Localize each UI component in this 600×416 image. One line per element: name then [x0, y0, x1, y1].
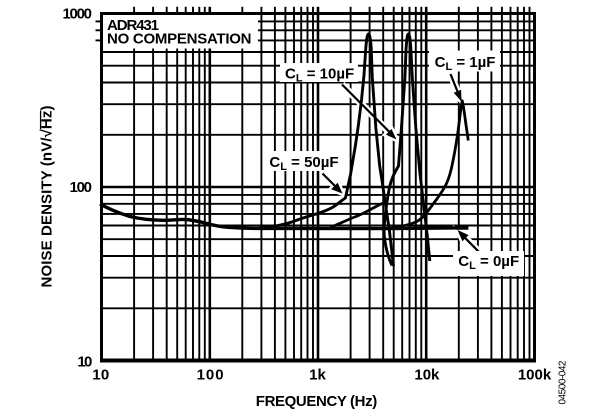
svg-text:10: 10 [77, 353, 92, 370]
svg-text:CL = 50µF: CL = 50µF [269, 154, 338, 173]
svg-text:10k: 10k [414, 366, 440, 383]
svg-text:NOISE DENSITY (nV/√Hz): NOISE DENSITY (nV/√Hz) [39, 106, 56, 288]
svg-text:CL = 0µF: CL = 0µF [458, 253, 519, 272]
svg-text:1000: 1000 [63, 6, 93, 23]
svg-text:1k: 1k [309, 366, 326, 383]
svg-text:100: 100 [197, 366, 224, 383]
svg-text:04500-042: 04500-042 [558, 360, 569, 404]
svg-text:100k: 100k [518, 366, 552, 383]
svg-text:CL = 10µF: CL = 10µF [285, 66, 354, 85]
svg-text:100: 100 [70, 179, 93, 196]
svg-text:FREQUENCY (Hz): FREQUENCY (Hz) [256, 393, 377, 410]
svg-text:CL = 1µF: CL = 1µF [435, 54, 496, 73]
svg-text:ADR431: ADR431 [107, 17, 159, 34]
svg-text:10: 10 [92, 366, 109, 383]
svg-text:NO COMPENSATION: NO COMPENSATION [107, 30, 252, 47]
